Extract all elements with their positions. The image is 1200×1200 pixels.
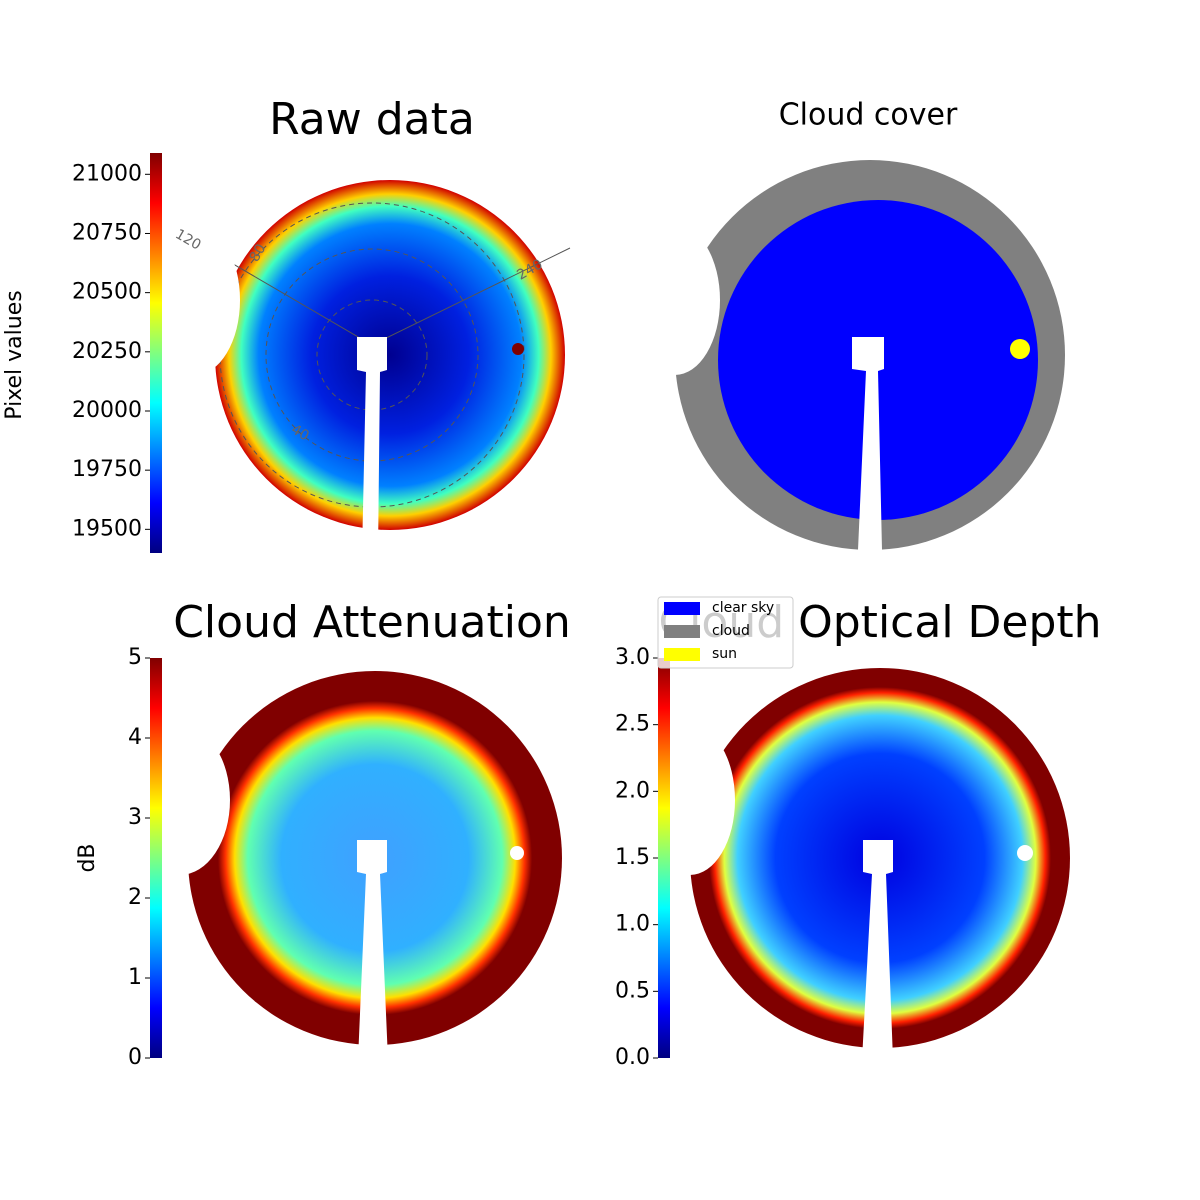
legend-swatch: [664, 602, 700, 615]
legend-label: clear sky: [712, 600, 774, 616]
sky-images: [130, 180, 1070, 1060]
colorbar: [150, 658, 162, 1058]
colorbar-tick-label: 20500: [72, 280, 142, 305]
colorbar-tick-label: 5: [128, 645, 142, 670]
colorbar-tick-label: 0.5: [615, 978, 650, 1003]
mask: [630, 225, 720, 375]
colorbar-tick-label: 19750: [72, 457, 142, 482]
sky-image: [215, 180, 565, 530]
colorbar-tick-label: 20000: [72, 398, 142, 423]
legend-swatch: [664, 625, 700, 638]
colorbar-tick-label: 19500: [72, 516, 142, 541]
colorbar-tick-label: 21000: [72, 161, 142, 186]
sun-spot: [510, 846, 524, 860]
colorbar-tick-label: 20750: [72, 220, 142, 245]
colorbar-tick-label: 4: [128, 725, 142, 750]
colorbar-label: dB: [75, 843, 100, 872]
mask: [852, 337, 884, 550]
chart-title: Cloud Attenuation: [173, 597, 571, 648]
colorbar-tick-label: 20250: [72, 339, 142, 364]
legend-label: sun: [712, 646, 737, 662]
chart-title: Raw data: [269, 94, 475, 145]
colorbar-tick-label: 2: [128, 885, 142, 910]
colorbar-tick-label: 2.5: [615, 712, 650, 737]
colorbar-tick-label: 0.0: [615, 1045, 650, 1070]
colorbar-tick-label: 3: [128, 805, 142, 830]
colorbar-label: Pixel values: [2, 290, 27, 419]
sun-region: [1010, 339, 1030, 359]
colorbar-tick-label: 3.0: [615, 645, 650, 670]
colorbar-tick-label: 0: [128, 1045, 142, 1070]
legend-label: cloud: [712, 623, 750, 639]
sun-spot: [512, 343, 524, 355]
colorbar-tick-label: 1: [128, 965, 142, 990]
chart-title: Cloud cover: [779, 98, 958, 133]
colorbar-tick-label: 1.5: [615, 845, 650, 870]
colorbar-tick-label: 1.0: [615, 912, 650, 937]
colorbar: [150, 153, 162, 553]
colorbar-tick-label: 2.0: [615, 778, 650, 803]
colorbar: [658, 658, 670, 1058]
sun-spot: [1017, 845, 1033, 861]
polar-annotation: 40: [288, 422, 311, 445]
polar-annotation: 80: [247, 241, 270, 264]
legend-swatch: [664, 648, 700, 661]
